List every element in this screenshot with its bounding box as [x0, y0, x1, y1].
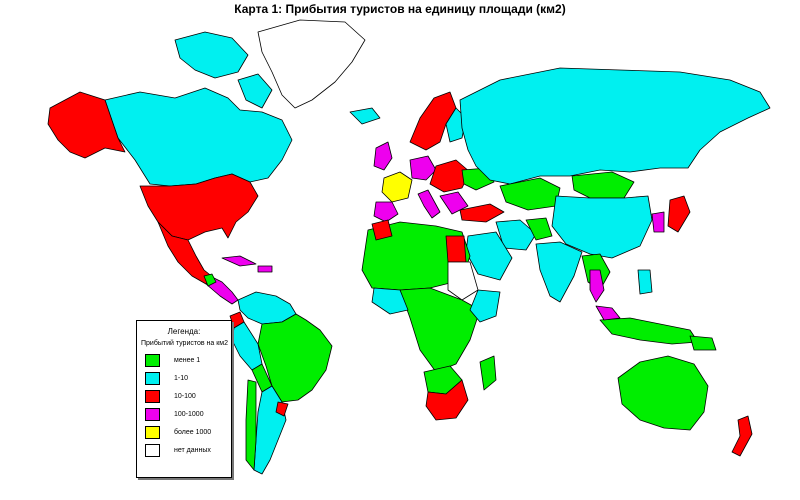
map-title: Карта 1: Прибытия туристов на единицу пл… [234, 2, 566, 16]
region-hispaniola [257, 265, 273, 273]
region-australia [617, 355, 709, 431]
legend-item: 100-1000 [145, 405, 231, 423]
region-alaska [47, 91, 126, 159]
region-italy [417, 189, 441, 219]
legend-swatch [145, 425, 160, 439]
region-canada [104, 87, 293, 187]
legend-item: 1-10 [145, 369, 231, 387]
region-balkans [439, 191, 469, 215]
region-thailand [589, 269, 605, 303]
legend-swatch [145, 407, 160, 421]
region-cuba [221, 255, 257, 267]
region-new-zealand [731, 415, 753, 457]
region-sudan [447, 261, 479, 301]
region-japan [667, 195, 691, 233]
legend-swatch [145, 353, 160, 367]
legend-label: менее 1 [174, 356, 201, 364]
region-malaysia [595, 305, 621, 321]
legend-item: более 1000 [145, 423, 231, 441]
region-turkey [459, 203, 505, 223]
map-legend: Легенда: Прибытий туристов на км2 менее … [136, 320, 232, 478]
legend-swatch [145, 371, 160, 385]
region-west-africa-cyan [371, 287, 409, 315]
legend-item: 10-100 [145, 387, 231, 405]
legend-label: нет данных [174, 446, 211, 454]
region-canada-islands [174, 31, 249, 79]
region-indonesia [599, 317, 699, 345]
region-chile [245, 379, 257, 471]
region-india [535, 241, 583, 303]
region-mongolia [571, 171, 635, 199]
region-egypt [445, 235, 467, 263]
region-germany [409, 155, 437, 181]
region-brazil-north [257, 313, 333, 403]
region-central-africa [399, 287, 481, 373]
legend-title: Легенда: [167, 327, 201, 336]
region-east-africa [469, 289, 501, 323]
region-france [381, 171, 413, 203]
region-guatemala [203, 273, 217, 287]
region-iceland [349, 107, 381, 125]
region-eastern-europe [429, 159, 471, 193]
legend-swatch [145, 443, 160, 457]
region-peru [231, 321, 263, 371]
legend-item: менее 1 [145, 351, 231, 369]
region-uruguay [275, 401, 289, 417]
region-greenland [257, 19, 366, 109]
region-madagascar [479, 355, 497, 391]
legend-swatch [145, 389, 160, 403]
legend-subtitle: Прибытий туристов на км2 [141, 340, 229, 347]
region-baffin [237, 73, 273, 109]
region-korea [651, 211, 665, 233]
legend-item: нет данных [145, 441, 231, 459]
region-morocco [371, 219, 393, 241]
legend-label: более 1000 [174, 428, 212, 436]
region-south-africa [425, 379, 469, 421]
region-spain [373, 201, 399, 223]
region-afghanistan [525, 217, 553, 241]
legend-label: 1-10 [174, 374, 189, 382]
region-philippines [637, 269, 653, 295]
region-papua [689, 335, 717, 351]
region-uk [373, 141, 393, 171]
legend-label: 10-100 [174, 392, 196, 400]
region-russia [459, 67, 771, 185]
region-china [551, 195, 653, 259]
legend-label: 100-1000 [174, 410, 204, 418]
region-central-america [205, 277, 239, 305]
